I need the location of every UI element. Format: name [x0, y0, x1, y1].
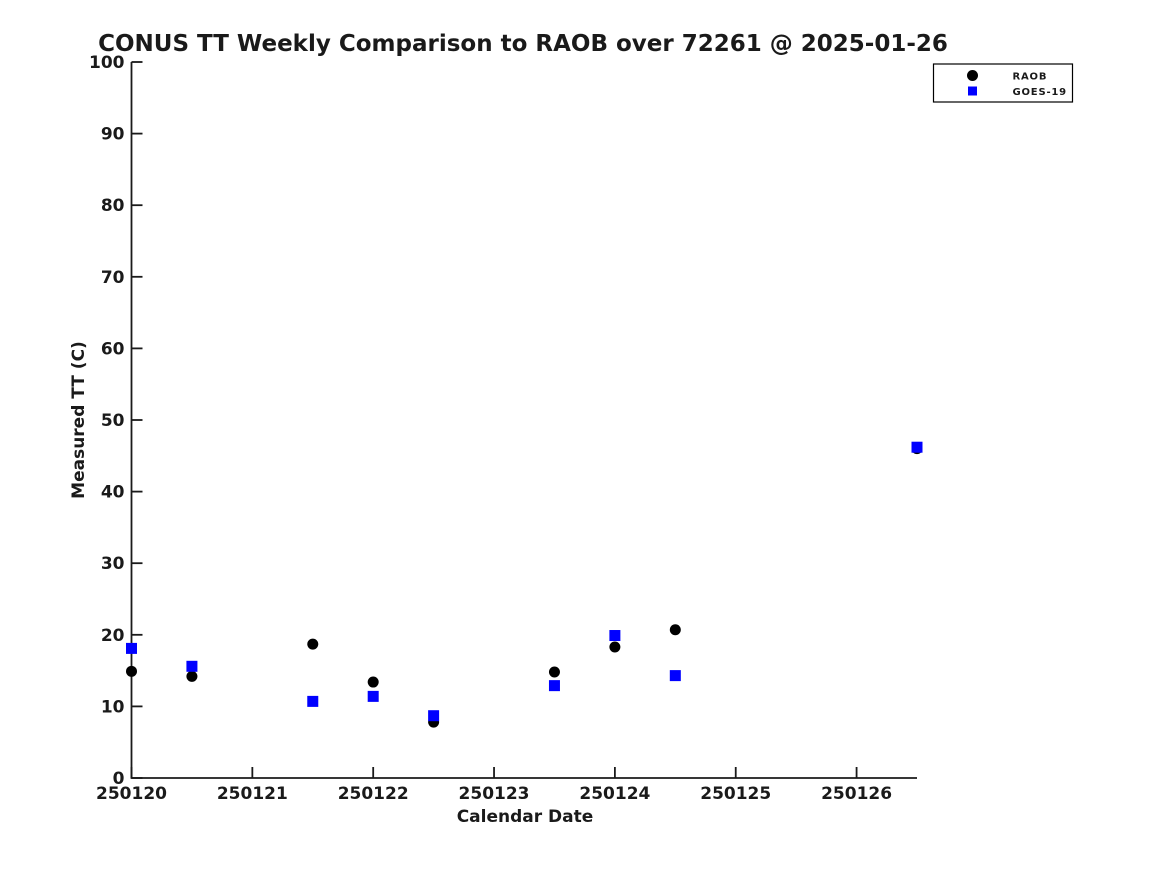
goes-19-point — [307, 695, 319, 707]
y-tick-label: 60 — [101, 339, 125, 359]
legend-label-goes-19: GOES-19 — [1013, 87, 1067, 98]
x-tick-label: 250126 — [821, 784, 892, 804]
x-tick-label: 250123 — [459, 784, 530, 804]
y-tick-label: 0 — [113, 769, 125, 789]
chart-title: CONUS TT Weekly Comparison to RAOB over … — [98, 31, 948, 57]
x-tick-label: 250125 — [700, 784, 771, 804]
data-points — [126, 441, 923, 728]
y-tick-label: 20 — [101, 626, 125, 646]
goes-19-point — [609, 630, 621, 642]
raob-point — [186, 670, 198, 682]
goes-19-point — [428, 710, 440, 722]
axes — [130, 61, 917, 779]
goes-19-point — [186, 660, 198, 672]
legend-box — [932, 63, 1074, 103]
raob-point — [367, 676, 379, 688]
y-tick-label: 30 — [101, 554, 125, 574]
y-axis-label: Measured TT (C) — [69, 341, 89, 499]
goes-19-point — [911, 441, 923, 453]
x-tick-label: 250122 — [338, 784, 409, 804]
goes-19-point — [367, 690, 379, 702]
y-tick-label: 80 — [101, 196, 125, 216]
x-tick-label: 250124 — [579, 784, 650, 804]
goes-19-point — [669, 670, 681, 682]
y-tick-label: 40 — [101, 483, 125, 503]
legend-label-raob: RAOB — [1013, 72, 1048, 83]
y-tick-label: 10 — [101, 697, 125, 717]
tick-labels: 250120 250121 250122 250123 250124 250125 2501… — [89, 53, 892, 804]
x-tick-label: 250121 — [217, 784, 288, 804]
y-tick-label: 50 — [101, 411, 125, 431]
raob-point — [307, 638, 319, 650]
legend-marker-goes-19 — [968, 86, 977, 96]
legend: RAOB GOES-19 — [932, 63, 1074, 103]
legend-marker-raob — [967, 70, 978, 81]
raob-point — [609, 641, 621, 653]
x-tick-label: 250120 — [96, 784, 167, 804]
y-tick-label: 100 — [89, 53, 125, 73]
x-axis-label: Calendar Date — [457, 807, 594, 827]
y-tick-label: 70 — [101, 268, 125, 288]
goes-19-point — [126, 642, 137, 654]
goes-19-point — [548, 680, 560, 692]
y-tick-label: 90 — [101, 125, 125, 145]
raob-point — [126, 665, 137, 677]
raob-point — [669, 624, 681, 636]
raob-point — [548, 666, 560, 678]
